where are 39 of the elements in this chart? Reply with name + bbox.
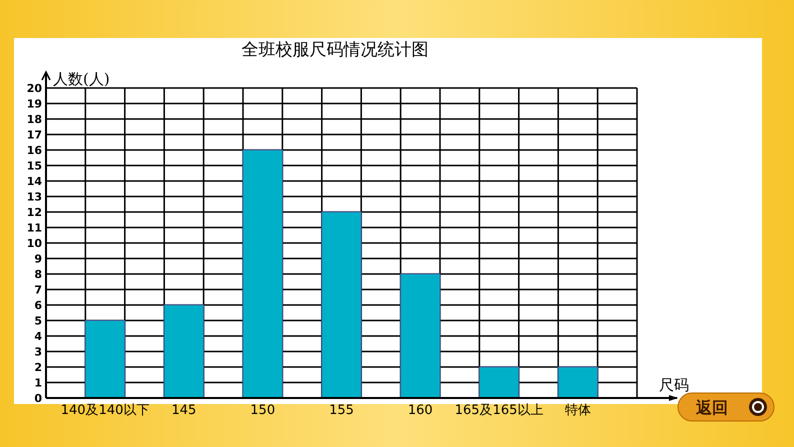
y-tick-label: 11 bbox=[26, 221, 42, 234]
bar bbox=[558, 366, 598, 398]
x-tick-label: 特体 bbox=[564, 403, 591, 418]
y-tick-label: 0 bbox=[34, 392, 42, 405]
y-tick-label: 3 bbox=[34, 345, 42, 358]
y-tick-label: 12 bbox=[26, 206, 42, 219]
y-tick-label: 8 bbox=[34, 268, 42, 281]
bar bbox=[400, 274, 440, 398]
y-tick-label: 4 bbox=[34, 330, 42, 343]
y-tick-label: 13 bbox=[26, 190, 42, 204]
x-tick-label: 150 bbox=[250, 403, 276, 418]
y-tick-label: 5 bbox=[34, 314, 42, 328]
x-tick-label: 145 bbox=[171, 403, 196, 418]
y-tick-label: 15 bbox=[26, 159, 42, 172]
x-tick-label: 140及140以下 bbox=[60, 403, 150, 418]
bar bbox=[84, 320, 126, 398]
y-tick-label: 7 bbox=[34, 283, 42, 296]
y-tick-label: 6 bbox=[34, 298, 42, 312]
x-tick-label: 155 bbox=[329, 403, 354, 418]
y-axis-title: 人数(人) bbox=[53, 70, 110, 88]
y-tick-label: 19 bbox=[26, 97, 42, 110]
bar bbox=[164, 304, 204, 398]
y-tick-label: 18 bbox=[26, 112, 42, 126]
y-tick-label: 1 bbox=[34, 376, 42, 390]
x-tick-label: 165及165以上 bbox=[454, 403, 544, 418]
y-tick-label: 2 bbox=[34, 360, 42, 374]
y-tick-label: 20 bbox=[26, 82, 42, 95]
x-tick-label: 160 bbox=[408, 403, 433, 418]
x-axis-title: 尺码 bbox=[659, 376, 689, 394]
bar bbox=[321, 212, 362, 398]
chart-title: 全班校服尺码情况统计图 bbox=[242, 40, 428, 60]
y-tick-label: 10 bbox=[26, 236, 42, 250]
y-tick-label: 17 bbox=[26, 128, 42, 142]
bar bbox=[242, 150, 283, 398]
bar bbox=[478, 366, 520, 398]
y-tick-label: 14 bbox=[26, 174, 42, 188]
back-button: 返回 bbox=[678, 392, 774, 422]
y-tick-label: 9 bbox=[34, 252, 42, 266]
y-tick-label: 16 bbox=[26, 144, 42, 157]
